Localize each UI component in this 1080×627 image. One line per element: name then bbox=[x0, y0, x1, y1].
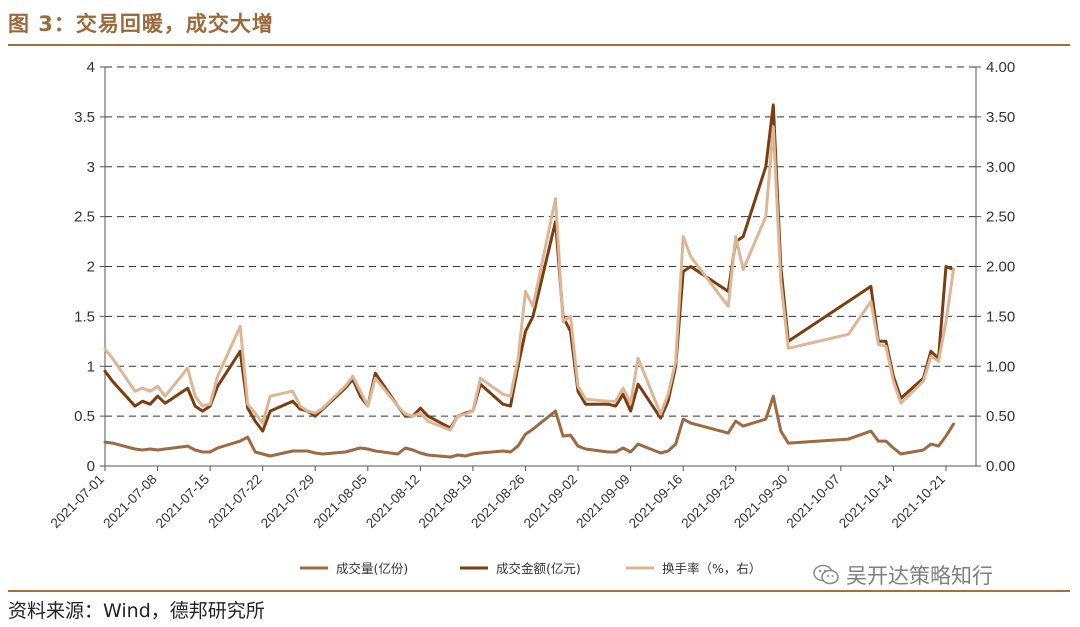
x-tick-label: 2021-08-05 bbox=[310, 472, 369, 531]
y-right-tick-label: 3.50 bbox=[986, 109, 1015, 126]
x-tick-label: 2021-09-09 bbox=[573, 472, 632, 531]
legend-label-3: 换手率（%，右） bbox=[662, 561, 761, 576]
x-tick-label: 2021-08-26 bbox=[468, 472, 527, 531]
y-left-tick-label: 1.5 bbox=[74, 308, 95, 325]
x-ticks: 2021-07-012021-07-082021-07-152021-07-22… bbox=[48, 471, 948, 531]
y-right-tick-label: 0.50 bbox=[986, 408, 1015, 425]
y-left-tick-label: 0.5 bbox=[74, 408, 95, 425]
y-left-tick-label: 3 bbox=[87, 159, 95, 176]
y-left-tick-label: 3.5 bbox=[74, 109, 95, 126]
x-tick-label: 2021-08-12 bbox=[363, 472, 422, 531]
watermark-text: 吴开达策略知行 bbox=[846, 564, 993, 588]
y-left-tick-label: 2 bbox=[87, 259, 95, 276]
y-right-tick-label: 4.00 bbox=[986, 59, 1015, 76]
y-right-tick-label: 3.00 bbox=[986, 159, 1015, 176]
y-left-tick-label: 2.5 bbox=[74, 209, 95, 226]
series-line-3 bbox=[103, 125, 955, 432]
x-tick-label: 2021-07-01 bbox=[48, 472, 107, 531]
x-tick-label: 2021-10-07 bbox=[784, 472, 843, 531]
y-right-tick-label: 1.50 bbox=[986, 308, 1015, 325]
series-lines bbox=[103, 103, 955, 459]
x-tick-label: 2021-10-21 bbox=[889, 472, 948, 531]
x-tick-label: 2021-07-15 bbox=[153, 472, 212, 531]
gridlines bbox=[105, 66, 976, 417]
x-tick-label: 2021-09-30 bbox=[731, 472, 790, 531]
figure-title: 图 3：交易回暖，成交大增 bbox=[8, 12, 274, 36]
x-tick-label: 2021-09-16 bbox=[626, 472, 685, 531]
x-tick-label: 2021-10-14 bbox=[836, 471, 896, 531]
bottom-rule bbox=[8, 590, 1070, 592]
y-right-tick-label: 2.00 bbox=[986, 259, 1015, 276]
source-note: 资料来源：Wind，德邦研究所 bbox=[8, 600, 265, 622]
legend-label-2: 成交金额(亿元) bbox=[496, 561, 581, 576]
y-right-ticks: 0.00 0.50 1.00 1.50 2.00 2.50 3.00 3.50 4.00 bbox=[986, 59, 1015, 475]
x-tick-label: 2021-07-22 bbox=[205, 472, 264, 531]
watermark: 吴开达策略知行 bbox=[812, 560, 993, 590]
line-chart: 0 0.5 1 1.5 2 2.5 3 3.5 4 0.00 0.50 1.00 1.50 2.00 2.… bbox=[48, 59, 1016, 576]
x-tick-label: 2021-09-02 bbox=[521, 472, 580, 531]
x-tick-label: 2021-07-29 bbox=[258, 472, 317, 531]
axes bbox=[100, 66, 981, 471]
y-right-tick-label: 0.00 bbox=[986, 458, 1015, 475]
series-line-1 bbox=[103, 394, 955, 459]
top-rule bbox=[8, 44, 1070, 46]
chart-legend: 成交量(亿份) 成交金额(亿元) 换手率（%，右） bbox=[300, 561, 761, 576]
x-tick-label: 2021-08-19 bbox=[416, 472, 475, 531]
y-right-tick-label: 2.50 bbox=[986, 209, 1015, 226]
wechat-icon bbox=[813, 564, 839, 585]
y-left-ticks: 0 0.5 1 1.5 2 2.5 3 3.5 4 bbox=[74, 59, 95, 475]
legend-label-1: 成交量(亿份) bbox=[336, 561, 408, 576]
y-left-tick-label: 0 bbox=[87, 458, 95, 475]
x-tick-label: 2021-09-23 bbox=[678, 472, 737, 531]
y-left-tick-label: 1 bbox=[87, 358, 95, 375]
x-tick-label: 2021-07-08 bbox=[100, 472, 159, 531]
y-right-tick-label: 1.00 bbox=[986, 358, 1015, 375]
y-left-tick-label: 4 bbox=[87, 59, 95, 76]
series-line-2 bbox=[103, 103, 955, 433]
